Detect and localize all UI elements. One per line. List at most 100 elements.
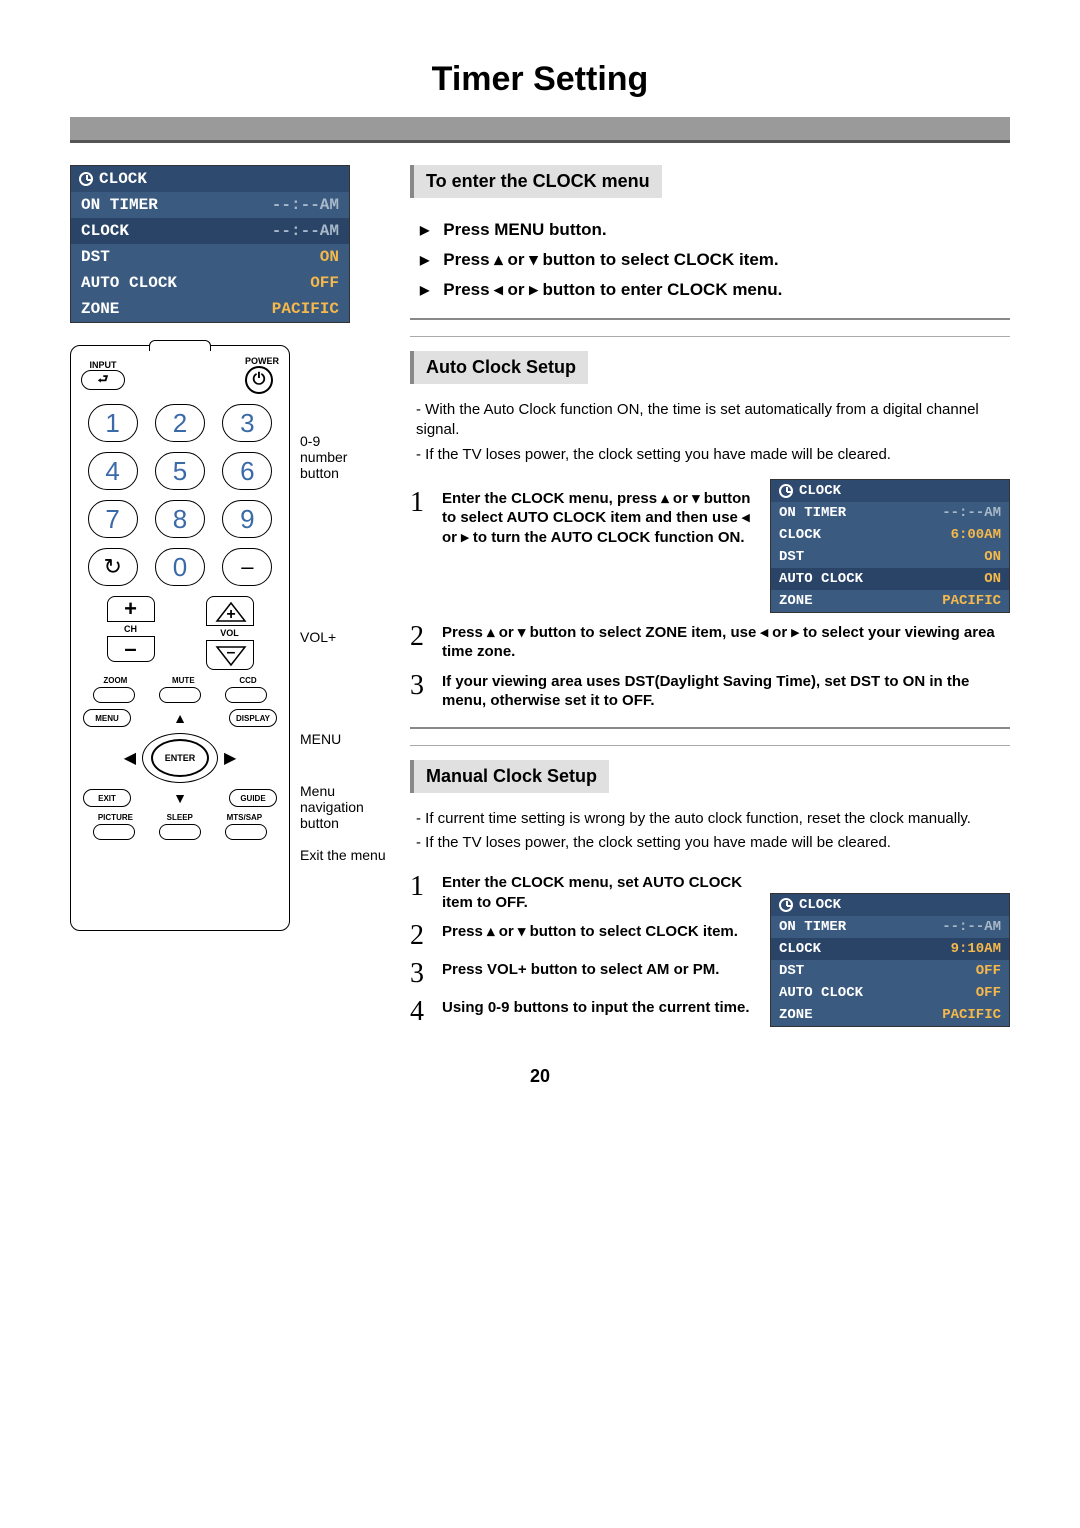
menu-button[interactable]: MENU [83,709,131,727]
osd-row-val: ON [320,248,339,266]
osd-row-label: DST [81,248,110,266]
osd-row-label: ON TIMER [779,505,846,521]
annot-exit: Exit the menu [300,847,390,863]
svg-text:+: + [226,606,235,623]
osd-header: CLOCK [799,483,841,499]
osd-row-val: ON [984,549,1001,565]
osd-row-label: AUTO CLOCK [81,274,177,292]
num-5[interactable]: 5 [155,452,205,490]
osd-row-val: 6:00AM [951,527,1001,543]
num-4[interactable]: 4 [88,452,138,490]
power-label: POWER [245,356,279,366]
num-9[interactable]: 9 [222,500,272,538]
osd-row-val: ON [984,571,1001,587]
num-3[interactable]: 3 [222,404,272,442]
ccd-button[interactable] [225,687,267,703]
num-8[interactable]: 8 [155,500,205,538]
sec2-p1: - With the Auto Clock function ON, the t… [416,400,1010,441]
input-button[interactable]: ⮐ [81,370,125,390]
clock-icon [779,898,793,912]
osd-row-val: PACIFIC [272,300,339,318]
nav-right[interactable]: ▶ [224,748,236,768]
exit-button[interactable]: EXIT [83,789,131,807]
osd-row-label: DST [779,549,804,565]
nav-left[interactable]: ◀ [124,748,136,768]
vol-up[interactable]: + [206,596,254,626]
osd-row-label: AUTO CLOCK [779,571,863,587]
sec3-s3: Press VOL+ button to select AM or PM. [442,960,756,980]
sec2-s3: If your viewing area uses DST(Daylight S… [442,672,1010,711]
zoom-button[interactable] [93,687,135,703]
mute-label: MUTE [172,676,195,685]
guide-button[interactable]: GUIDE [229,789,277,807]
ch-down[interactable]: – [107,636,155,662]
sec3-head: Manual Clock Setup [410,760,609,793]
sec2-p2: - If the TV loses power, the clock setti… [416,445,1010,465]
sec1-b1: Press MENU button. [420,220,1010,240]
osd-row-val: --:--AM [272,196,339,214]
osd-row-val: OFF [310,274,339,292]
osd-row-label: ZONE [81,300,119,318]
nav-down[interactable]: ▼ [165,789,195,807]
osd-clock-manual: CLOCK ON TIMER--:--AM CLOCK9:10AM DSTOFF… [770,893,1010,1027]
ch-up[interactable]: + [107,596,155,622]
osd-row-val: 9:10AM [951,941,1001,957]
picture-button[interactable] [93,824,135,840]
annot-numbers: 0-9 number button [300,433,390,481]
nav-up[interactable]: ▲ [165,709,195,727]
display-button[interactable]: DISPLAY [229,709,277,727]
osd-row-label: ZONE [779,1007,813,1023]
osd-header: CLOCK [799,897,841,913]
ccd-label: CCD [239,676,256,685]
osd-row-val: --:--AM [942,505,1001,521]
svg-text:–: – [226,644,235,661]
step-num: 3 [410,960,432,988]
sec3-p1: - If current time setting is wrong by th… [416,809,1010,829]
clock-icon [79,172,93,186]
sec1-head: To enter the CLOCK menu [410,165,662,198]
step-num: 2 [410,922,432,950]
sec3-s1: Enter the CLOCK menu, set AUTO CLOCK ite… [442,873,756,912]
picture-label: PICTURE [98,813,133,822]
num-7[interactable]: 7 [88,500,138,538]
num-2[interactable]: 2 [155,404,205,442]
vol-label: VOL [220,628,239,638]
sec3-p2: - If the TV loses power, the clock setti… [416,833,1010,853]
osd-row-label: CLOCK [81,222,129,240]
mts-button[interactable] [225,824,267,840]
num-0[interactable]: 0 [155,548,205,586]
osd-row-label: ZONE [779,593,813,609]
sec3-s2: Press ▴ or ▾ button to select CLOCK item… [442,922,756,942]
osd-row-label: CLOCK [779,527,821,543]
step-num: 4 [410,998,432,1026]
sec3-s4: Using 0-9 buttons to input the current t… [442,998,756,1018]
num-1[interactable]: 1 [88,404,138,442]
osd-row-label: CLOCK [779,941,821,957]
zoom-label: ZOOM [103,676,127,685]
osd-row-val: OFF [976,985,1001,1001]
osd-row-label: ON TIMER [81,196,158,214]
step-num: 1 [410,873,432,901]
ch-label: CH [124,624,137,634]
mute-button[interactable] [159,687,201,703]
sec1-b3: Press ◂ or ▸ button to enter CLOCK menu. [420,280,1010,300]
enter-button[interactable]: ENTER [151,739,209,777]
title-bar [70,117,1010,143]
num-loop[interactable]: ↻ [88,548,138,586]
annot-vol: VOL+ [300,629,390,645]
osd-row-label: ON TIMER [779,919,846,935]
num-dash[interactable]: – [222,548,272,586]
osd-row-val: --:--AM [942,919,1001,935]
osd-clock-top: CLOCK ON TIMER--:--AM CLOCK--:--AM DSTON… [70,165,350,323]
page-title: Timer Setting [70,60,1010,99]
clock-icon [779,484,793,498]
step-num: 1 [410,489,432,517]
step-num: 3 [410,672,432,700]
osd-row-val: PACIFIC [942,593,1001,609]
sleep-button[interactable] [159,824,201,840]
power-button[interactable]: ⏻ [245,366,273,394]
num-6[interactable]: 6 [222,452,272,490]
vol-down[interactable]: – [206,640,254,670]
mts-label: MTS/SAP [227,813,263,822]
osd-row-val: PACIFIC [942,1007,1001,1023]
